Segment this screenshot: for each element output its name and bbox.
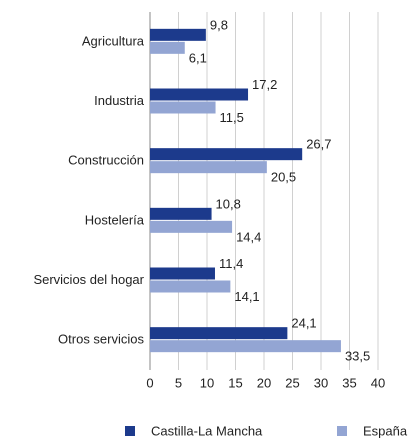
value-label: 33,5 (345, 349, 370, 364)
bar (150, 207, 212, 220)
bar (150, 327, 288, 340)
value-label: 9,8 (210, 17, 228, 32)
legend-swatch (125, 426, 135, 436)
value-label: 20,5 (271, 170, 296, 185)
value-label: 24,1 (291, 316, 316, 331)
legend-label: Castilla-La Mancha (151, 423, 263, 438)
legend-swatch (337, 426, 347, 436)
bar (150, 148, 303, 161)
value-label: 26,7 (306, 137, 331, 152)
x-tick-label: 10 (200, 375, 214, 390)
bar (150, 41, 185, 54)
x-tick-label: 35 (342, 375, 356, 390)
y-tick-label: Servicios del hogar (33, 272, 144, 287)
value-label: 11,4 (219, 256, 243, 271)
x-tick-label: 0 (146, 375, 153, 390)
bar (150, 161, 267, 174)
bar (150, 340, 341, 353)
legend-label: España (363, 423, 408, 438)
y-tick-label: Otros servicios (58, 332, 144, 347)
y-tick-label: Industria (94, 93, 145, 108)
value-label: 11,5 (220, 110, 244, 125)
value-label: 17,2 (252, 77, 277, 92)
bar (150, 220, 233, 233)
y-tick-label: Construcción (68, 153, 144, 168)
x-tick-label: 5 (175, 375, 182, 390)
value-label: 6,1 (189, 50, 207, 65)
value-label: 14,4 (236, 229, 261, 244)
y-tick-label: Agricultura (82, 33, 145, 48)
bar (150, 280, 231, 293)
value-label: 14,1 (234, 289, 259, 304)
x-tick-label: 30 (314, 375, 328, 390)
x-tick-label: 40 (371, 375, 385, 390)
bar (150, 88, 249, 101)
bar (150, 267, 215, 280)
bar (150, 28, 206, 41)
x-tick-label: 25 (285, 375, 299, 390)
x-tick-label: 15 (228, 375, 242, 390)
y-tick-label: Hostelería (85, 212, 145, 227)
x-tick-label: 20 (257, 375, 271, 390)
value-label: 10,8 (216, 196, 241, 211)
bar (150, 101, 216, 114)
